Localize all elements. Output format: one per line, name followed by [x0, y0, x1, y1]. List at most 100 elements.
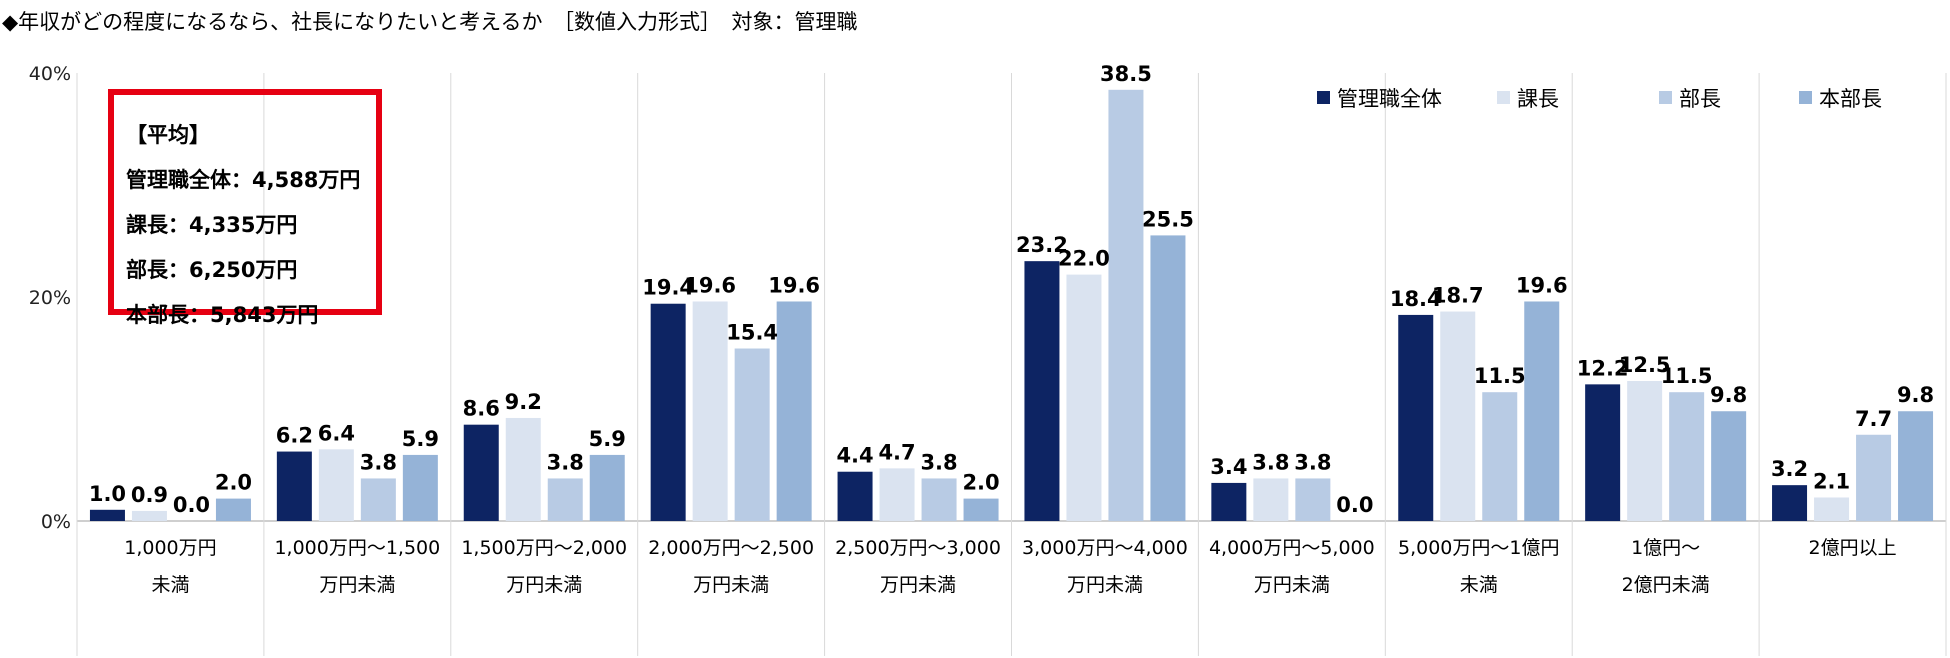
average-line-honbucho: 本部長：5,843万円 [126, 303, 319, 327]
legend-swatch [1317, 91, 1330, 104]
data-label: 5.9 [589, 427, 626, 451]
x-tick-label: 1,000万円～1,500 [274, 537, 440, 559]
data-label: 15.4 [726, 321, 778, 345]
data-label: 38.5 [1100, 62, 1152, 86]
data-label: 18.4 [1390, 287, 1442, 311]
data-label: 12.2 [1577, 356, 1629, 380]
legend-label: 本部長 [1819, 87, 1882, 111]
x-tick-label: 未満 [1460, 574, 1498, 596]
legend: 管理職全体 課長 部長 本部長 [1317, 87, 1882, 111]
data-label: 11.5 [1474, 364, 1526, 388]
data-label: 3.8 [1294, 450, 1331, 474]
legend-swatch [1497, 91, 1510, 104]
y-axis-ticks: 0% 20% 40% [29, 63, 71, 533]
y-tick-label: 0% [41, 511, 71, 533]
bar [131, 510, 167, 521]
bar [1772, 485, 1808, 521]
x-tick-label: 1億円～ [1631, 537, 1700, 559]
bar [734, 348, 770, 521]
bar [215, 498, 251, 521]
data-label: 9.8 [1710, 383, 1747, 407]
bar [1398, 314, 1434, 521]
average-line-kacho: 課長：4,335万円 [126, 213, 298, 237]
bar [1024, 261, 1060, 521]
data-label: 2.1 [1813, 469, 1850, 493]
legend-label: 管理職全体 [1337, 87, 1442, 111]
x-tick-label: 2億円未満 [1622, 574, 1710, 596]
data-label: 18.7 [1432, 284, 1484, 308]
data-label: 3.2 [1771, 457, 1808, 481]
x-tick-label: 万円未満 [319, 574, 395, 596]
data-label: 8.6 [463, 397, 500, 421]
legend-swatch [1659, 91, 1672, 104]
bar [837, 471, 873, 521]
bar [1108, 89, 1144, 522]
data-label: 2.0 [962, 471, 999, 495]
data-label: 25.5 [1142, 207, 1194, 231]
data-label: 9.2 [505, 390, 542, 414]
bar [547, 478, 583, 521]
x-tick-label: 1,000万円 [124, 537, 216, 559]
data-label: 0.9 [131, 483, 168, 507]
bar [1856, 434, 1892, 521]
x-tick-label: 2億円以上 [1809, 537, 1897, 559]
bar [1898, 411, 1934, 521]
data-label: 3.8 [360, 450, 397, 474]
data-label: 22.0 [1058, 247, 1110, 271]
x-tick-label: 1,500万円～2,000 [461, 537, 627, 559]
bar [360, 478, 396, 521]
data-label: 0.0 [173, 493, 210, 517]
bar [1482, 392, 1518, 521]
x-tick-label: 万円未満 [693, 574, 769, 596]
bar [463, 424, 499, 521]
legend-label: 部長 [1679, 87, 1721, 111]
x-tick-label: 万円未満 [1067, 574, 1143, 596]
bar-group [89, 89, 1934, 522]
data-label: 3.8 [547, 450, 584, 474]
bar [1295, 478, 1331, 521]
x-tick-label: 万円未満 [880, 574, 956, 596]
data-label: 19.4 [642, 276, 694, 300]
average-heading: 【平均】 [126, 123, 210, 147]
bar [1627, 381, 1663, 521]
average-line-all: 管理職全体：4,588万円 [126, 168, 361, 192]
x-tick-label: 3,000万円～4,000 [1022, 537, 1188, 559]
data-label: 12.5 [1619, 353, 1671, 377]
data-label: 1.0 [89, 482, 126, 506]
bar [1585, 384, 1621, 521]
bar [692, 301, 728, 521]
data-label: 5.9 [402, 427, 439, 451]
x-tick-label: 4,000万円～5,000 [1209, 537, 1375, 559]
bar [1814, 497, 1850, 521]
bar [89, 509, 125, 521]
bar [776, 301, 812, 521]
x-tick-label: 万円未満 [506, 574, 582, 596]
bar [1711, 411, 1747, 521]
legend-label: 課長 [1517, 87, 1559, 111]
data-label: 19.6 [684, 273, 736, 297]
bar [921, 478, 957, 521]
bar [402, 454, 438, 521]
bar [650, 303, 686, 521]
data-label: 3.4 [1210, 455, 1247, 479]
bar [879, 468, 915, 521]
bar [505, 417, 541, 521]
data-label: 19.6 [768, 273, 820, 297]
x-tick-label: 5,000万円～1億円 [1398, 537, 1559, 559]
bar [1211, 482, 1247, 521]
bar [1524, 301, 1560, 521]
bar [589, 454, 625, 521]
bar [1150, 235, 1186, 521]
x-tick-label: 2,000万円～2,500 [648, 537, 814, 559]
data-label: 2.0 [215, 471, 252, 495]
average-box: 【平均】 管理職全体：4,588万円 課長：4,335万円 部長：6,250万円… [108, 89, 382, 327]
data-label: 4.4 [836, 444, 873, 468]
data-label: 3.8 [1252, 450, 1289, 474]
bar [1253, 478, 1289, 521]
bar [963, 498, 999, 521]
data-label: 4.7 [878, 440, 915, 464]
data-label: 7.7 [1855, 407, 1892, 431]
data-label: 23.2 [1016, 233, 1068, 257]
